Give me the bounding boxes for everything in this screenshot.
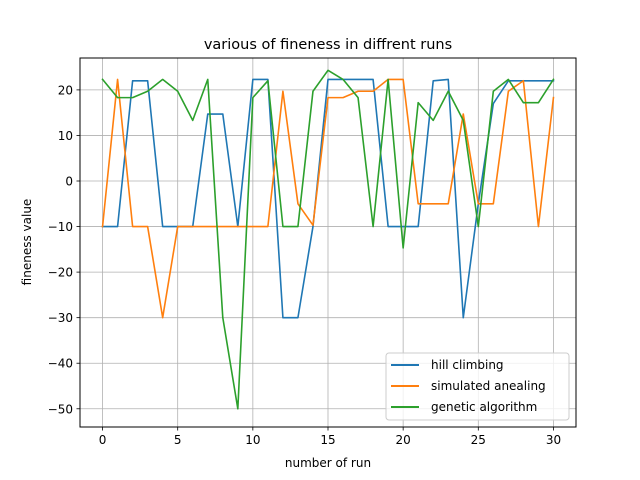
x-tick-label: 0 xyxy=(99,433,107,447)
x-tick-label: 15 xyxy=(320,433,335,447)
y-tick-label: −40 xyxy=(48,357,73,371)
x-tick-label: 20 xyxy=(396,433,411,447)
legend-label-genetic-algorithm: genetic algorithm xyxy=(431,400,537,414)
series-lines xyxy=(101,69,555,410)
y-tick-label: 0 xyxy=(65,175,73,189)
y-tick-label: −30 xyxy=(48,311,73,325)
legend: hill climbing simulated anealing genetic… xyxy=(385,352,570,421)
x-tick-label: 10 xyxy=(245,433,260,447)
x-axis-label: number of run xyxy=(285,456,371,470)
x-tick-label: 25 xyxy=(471,433,486,447)
legend-label-hill-climbing: hill climbing xyxy=(431,358,504,372)
y-tick-label: −50 xyxy=(48,402,73,416)
series-line-simulated-anealing xyxy=(101,78,555,319)
y-tick-label: −10 xyxy=(48,220,73,234)
y-axis-label: fineness value xyxy=(20,199,34,286)
y-tick-label: 10 xyxy=(58,129,73,143)
plot-frame xyxy=(79,57,577,428)
legend-label-simulated-anealing: simulated anealing xyxy=(431,379,546,393)
grid xyxy=(80,58,576,427)
x-tick-label: 30 xyxy=(546,433,561,447)
chart-title: various of fineness in diffrent runs xyxy=(204,37,452,53)
y-tick-label: −20 xyxy=(48,266,73,280)
y-tick-label: 20 xyxy=(58,83,73,97)
axis-ticks: 0 5 10 15 20 25 30 −50 −40 −30 −20 −10 0 10 20 xyxy=(48,83,561,447)
series-line-genetic-algorithm xyxy=(101,69,555,410)
x-tick-label: 5 xyxy=(174,433,182,447)
legend-box xyxy=(385,352,570,421)
